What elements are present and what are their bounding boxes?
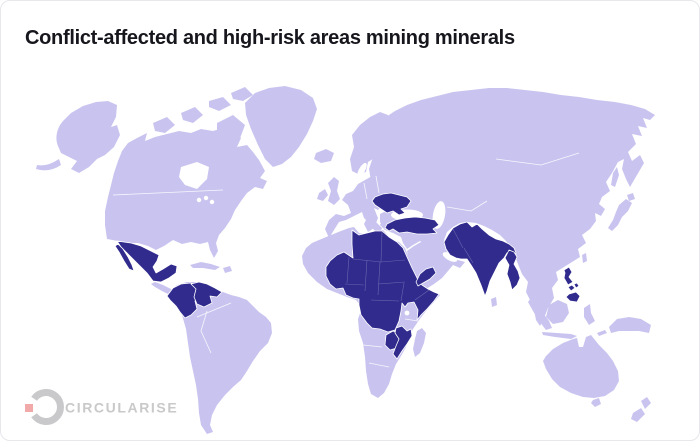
landmass-madagascar [413, 328, 426, 357]
landmass-tasmania [591, 398, 601, 407]
landmass-arctic-island [153, 117, 175, 133]
philippines-visayas [573, 282, 580, 289]
country-mexico [116, 240, 178, 283]
landmass-australia [543, 335, 619, 398]
philippines-mindanao [565, 291, 581, 303]
philippines-visayas [567, 284, 576, 292]
philippines-luzon [563, 266, 574, 286]
persian-gulf [442, 252, 458, 262]
landmass-arctic-island [181, 107, 203, 123]
region-africa-band [325, 229, 440, 333]
country-mexico-baja [114, 243, 135, 272]
landmass-asia [369, 88, 655, 326]
landmass-new-zealand-south [631, 408, 645, 422]
circularise-logo: CIRCULARISE [25, 389, 178, 425]
country-philippines [563, 266, 581, 303]
landmass-ellesmere [231, 87, 253, 101]
country-ukraine [371, 192, 412, 216]
landmass-italy [362, 208, 382, 233]
great-lake [196, 197, 202, 203]
landmass-sulawesi [584, 304, 595, 325]
logo-accent-square [25, 404, 33, 412]
country-turkey [384, 216, 440, 235]
landmass-hokkaido [627, 193, 635, 201]
landmass-new-zealand-north [641, 397, 651, 409]
landmass-aleutians [36, 159, 61, 171]
country-borders-light [112, 152, 580, 368]
landmass-south-america [169, 282, 272, 434]
baltic-sea [357, 162, 367, 178]
landmass-north-america [105, 128, 267, 258]
landmass-borneo [546, 300, 569, 324]
lake-victoria [404, 310, 410, 316]
landmass-sumatra [528, 298, 552, 330]
country-mozambique [392, 325, 413, 360]
logo-wordmark: CIRCULARISE [65, 400, 178, 416]
landmass-cuba [190, 262, 220, 270]
landmass-timor [597, 330, 607, 336]
landmass-new-guinea [609, 317, 651, 333]
landmass-sri-lanka [491, 297, 497, 307]
landmass-greenland [245, 86, 317, 167]
country-venezuela [190, 281, 223, 308]
base-landmasses [36, 86, 655, 434]
landmass-japan [608, 199, 632, 231]
country-yemen [415, 266, 437, 287]
landmass-arctic-island [209, 97, 231, 111]
landmass-alaska [56, 101, 120, 173]
country-colombia [166, 282, 201, 319]
landmass-sakhalin [611, 167, 619, 187]
landmass-taiwan [582, 253, 587, 263]
landmass-baffin [217, 115, 245, 149]
region-south-asia [443, 221, 517, 297]
great-lake [209, 199, 215, 205]
hudson-bay [179, 162, 209, 189]
landmass-java [542, 332, 577, 339]
page-title: Conflict-affected and high-risk areas mi… [25, 27, 515, 49]
landmass-hispaniola [223, 266, 232, 273]
landmass-ireland [317, 189, 328, 201]
country-myanmar [504, 249, 521, 291]
highlighted-countries [114, 192, 581, 360]
landmass-uk [328, 177, 340, 205]
great-lake [203, 195, 209, 201]
landmass-iceland [314, 149, 334, 163]
country-borders-dark [344, 228, 474, 302]
logo-ring-icon [31, 389, 64, 425]
